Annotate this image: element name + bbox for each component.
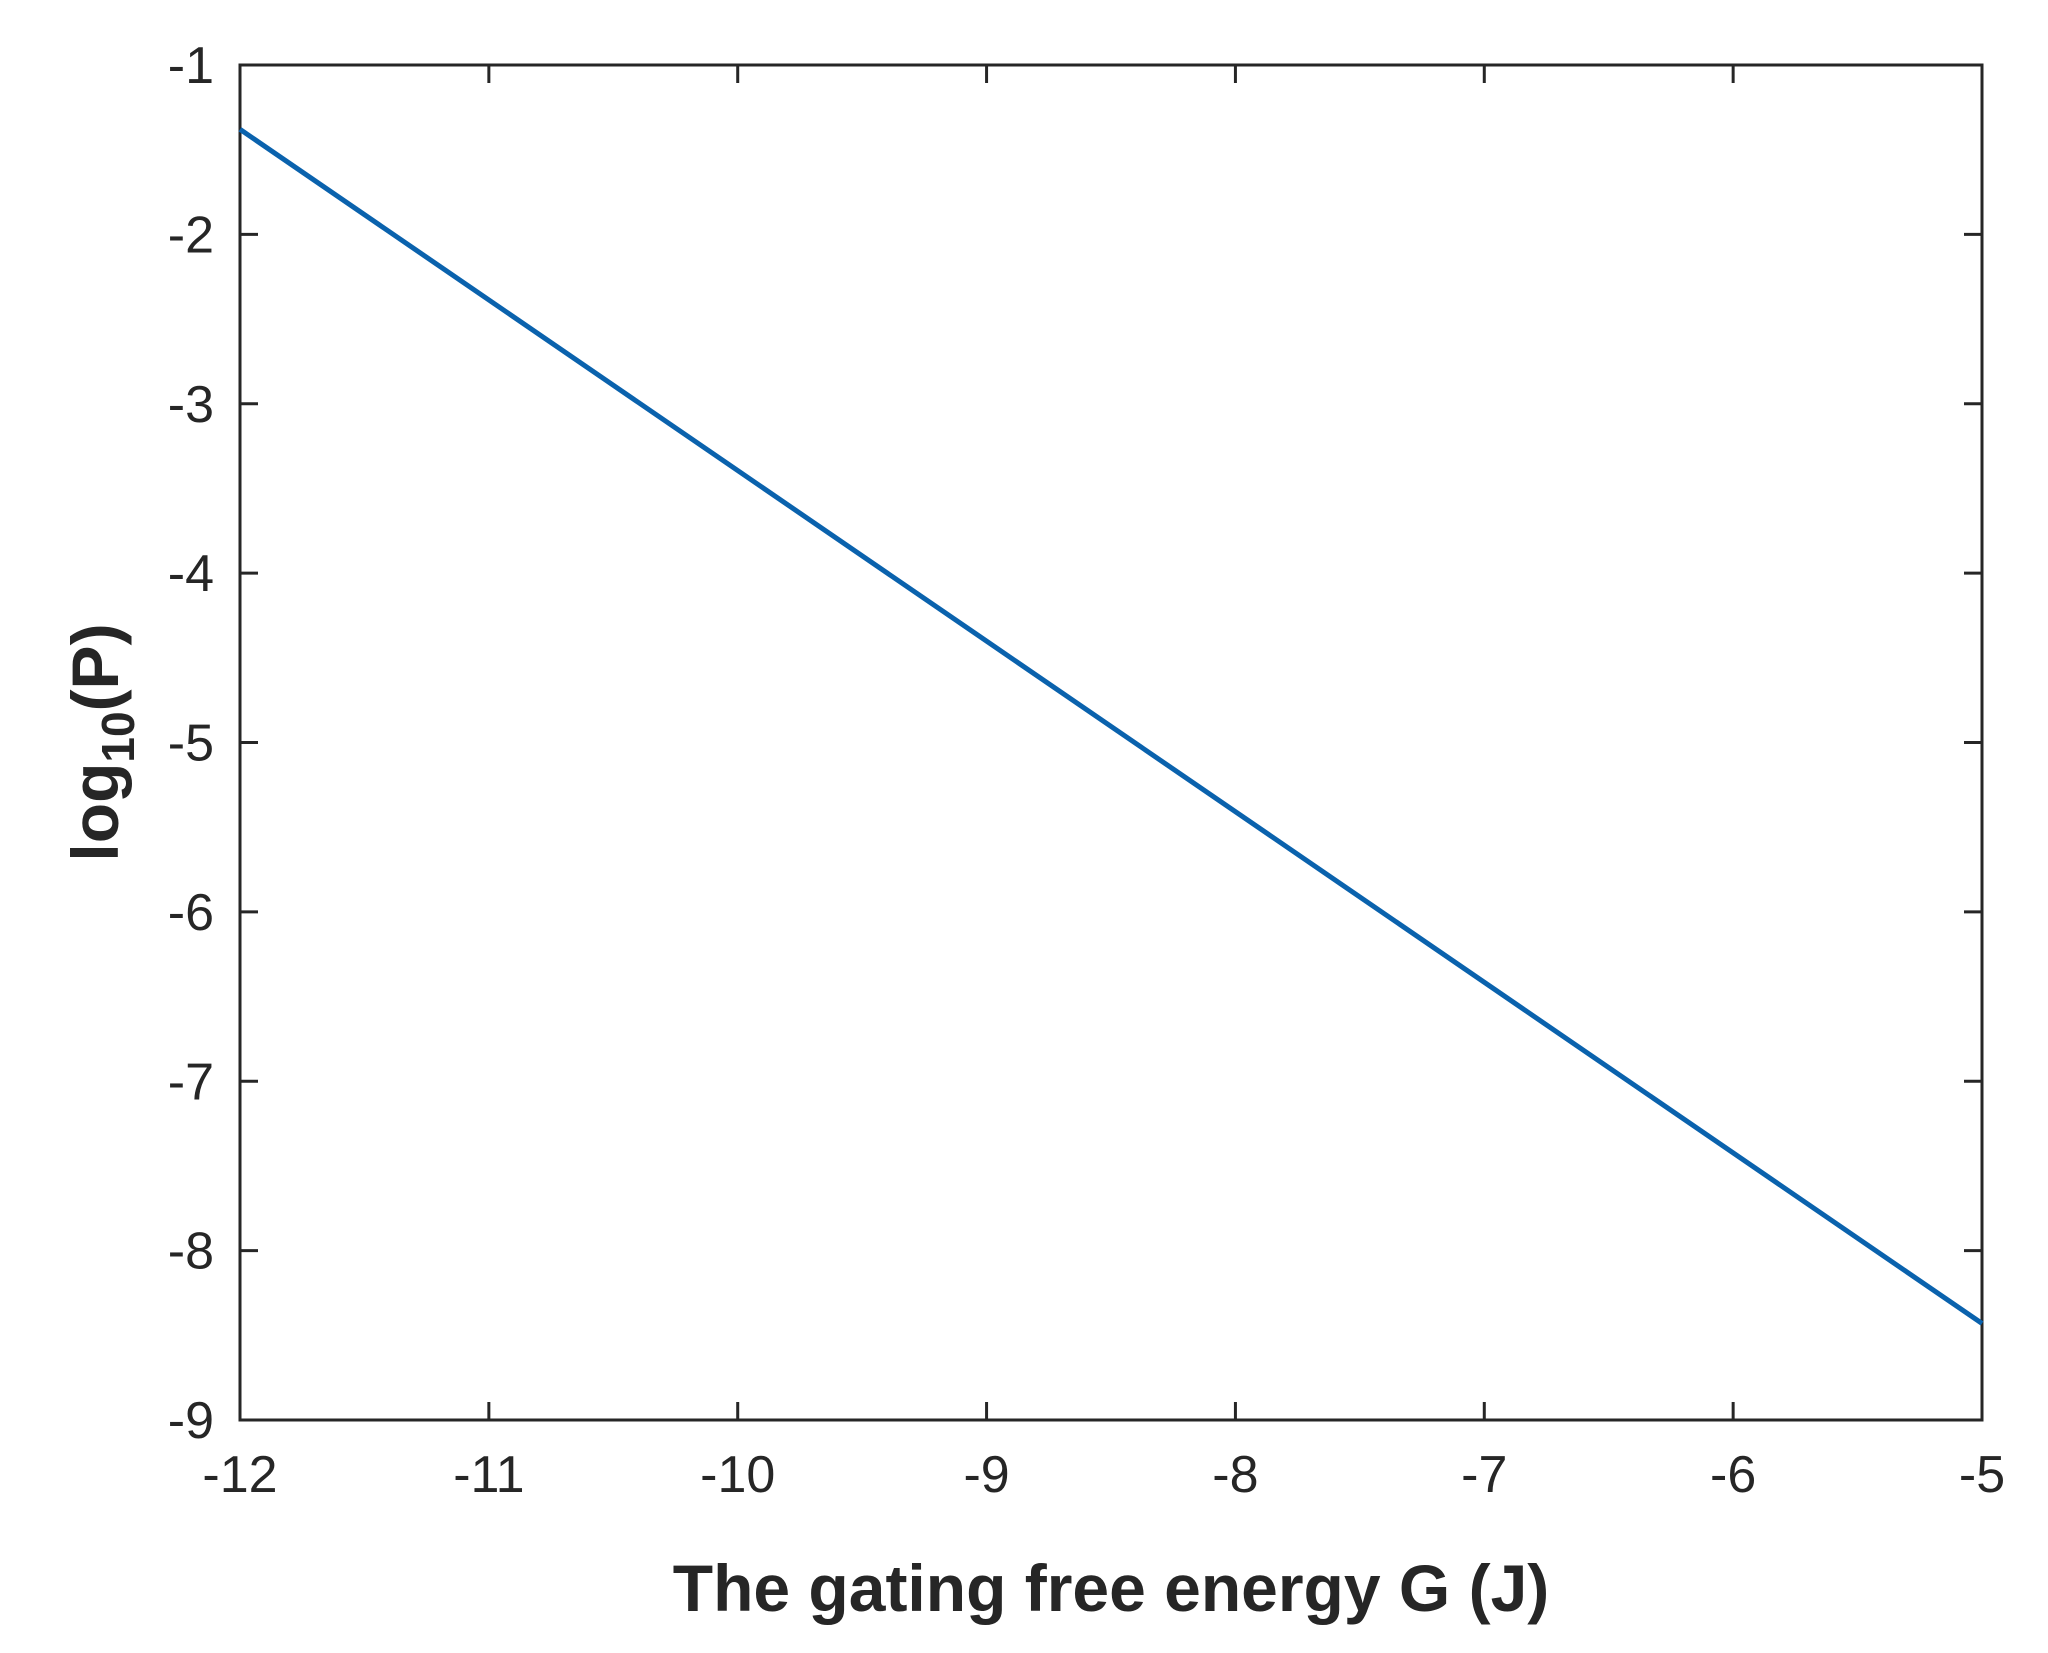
y-tick-label: -4	[168, 545, 214, 603]
y-tick-label: -7	[168, 1053, 214, 1111]
series-layer	[238, 127, 1984, 1326]
y-axis-label-suffix: (P)	[58, 623, 132, 711]
x-tick-label: -6	[1710, 1446, 1756, 1504]
x-tick-label: -11	[453, 1446, 524, 1504]
x-tick-label: -8	[1212, 1446, 1258, 1504]
x-tick-label: -9	[963, 1446, 1009, 1504]
series-line	[238, 127, 1984, 1326]
x-axis-tick-labels: -12 -11 -10 -9 -8 -7 -6 -5	[202, 1446, 2005, 1504]
x-tick-label: -10	[700, 1446, 775, 1504]
y-axis-tick-labels: -1 -2 -3 -4 -5 -6 -7 -8 -9	[168, 37, 214, 1450]
x-tick-label: -12	[202, 1446, 277, 1504]
y-tick-label: -3	[168, 376, 214, 434]
x-axis-ticks	[238, 65, 1984, 1420]
y-axis-label-subscript: 10	[92, 711, 144, 762]
y-axis-label-prefix: log	[58, 763, 132, 862]
plot-area-frame	[238, 63, 1984, 1422]
y-tick-label: -2	[168, 206, 214, 264]
y-tick-label: -6	[168, 884, 214, 942]
y-axis-ticks	[240, 63, 1982, 1422]
y-tick-label: -9	[168, 1392, 214, 1450]
y-tick-label: -8	[168, 1223, 214, 1281]
y-tick-label: -5	[168, 715, 214, 773]
x-axis-label: The gating free energy G (J)	[673, 1551, 1550, 1625]
y-axis-label: log10(P)	[58, 623, 144, 861]
x-tick-label: -7	[1461, 1446, 1507, 1504]
x-tick-label: -5	[1959, 1446, 2005, 1504]
y-tick-label: -1	[168, 37, 214, 95]
